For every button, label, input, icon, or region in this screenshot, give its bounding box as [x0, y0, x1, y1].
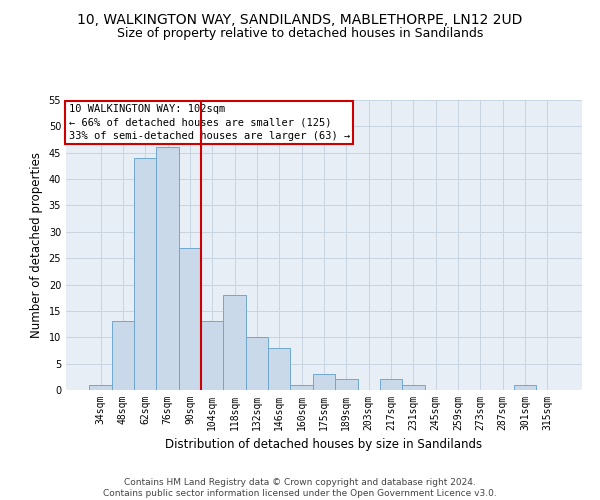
- Bar: [89, 384, 112, 390]
- Bar: [112, 322, 134, 390]
- Bar: [290, 384, 313, 390]
- Text: 10, WALKINGTON WAY, SANDILANDS, MABLETHORPE, LN12 2UD: 10, WALKINGTON WAY, SANDILANDS, MABLETHO…: [77, 12, 523, 26]
- Bar: [134, 158, 157, 390]
- Bar: [246, 338, 268, 390]
- Bar: [179, 248, 201, 390]
- X-axis label: Distribution of detached houses by size in Sandilands: Distribution of detached houses by size …: [166, 438, 482, 452]
- Bar: [201, 322, 223, 390]
- Bar: [514, 384, 536, 390]
- Text: Size of property relative to detached houses in Sandilands: Size of property relative to detached ho…: [117, 28, 483, 40]
- Text: Contains HM Land Registry data © Crown copyright and database right 2024.
Contai: Contains HM Land Registry data © Crown c…: [103, 478, 497, 498]
- Text: 10 WALKINGTON WAY: 102sqm
← 66% of detached houses are smaller (125)
33% of semi: 10 WALKINGTON WAY: 102sqm ← 66% of detac…: [68, 104, 350, 141]
- Bar: [335, 380, 358, 390]
- Bar: [223, 295, 246, 390]
- Bar: [157, 148, 179, 390]
- Bar: [313, 374, 335, 390]
- Bar: [402, 384, 425, 390]
- Bar: [380, 380, 402, 390]
- Bar: [268, 348, 290, 390]
- Y-axis label: Number of detached properties: Number of detached properties: [30, 152, 43, 338]
